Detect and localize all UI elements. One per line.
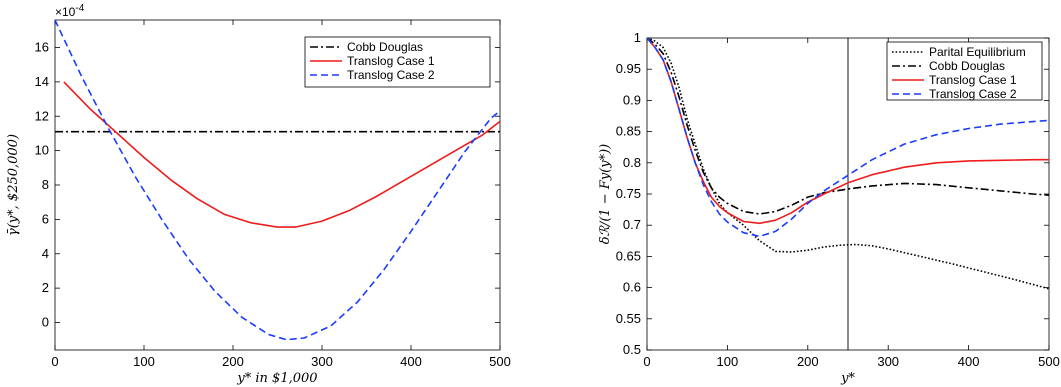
y-tick-label: 0.7 — [623, 217, 641, 232]
series-line-parital-equilibrium — [647, 38, 1049, 290]
y-tick-label: 0.5 — [623, 342, 641, 357]
x-axis-label: y* in $1,000 — [236, 371, 317, 386]
y-tick-label: 14 — [35, 74, 49, 89]
y-tick-label: 10 — [35, 143, 49, 158]
x-tick-label: 0 — [643, 354, 650, 369]
legend-label: Translog Case 1 — [929, 73, 1017, 87]
chart-2: 0 100 200 300 400 500 0.5 0.55 0.6 0.65 0.7 0.75 0.8… — [598, 30, 1060, 386]
y-tick-label: 0.75 — [616, 186, 641, 201]
y-tick-label: 0.85 — [616, 124, 641, 139]
x-tick-label: 200 — [797, 354, 819, 369]
legend-label: Cobb Douglas — [347, 40, 423, 54]
x-tick-label: 500 — [1038, 354, 1060, 369]
x-tick-label: 200 — [222, 354, 244, 369]
y-tick-label: 8 — [42, 177, 49, 192]
x-tick-label: 0 — [51, 354, 58, 369]
y-tick-label: 1 — [634, 30, 641, 45]
series-line-translog-case-1 — [63, 81, 500, 228]
series-line-translog-case-2 — [55, 20, 500, 341]
y-tick-label: 0 — [42, 315, 49, 330]
y-tick-label: 0.95 — [616, 61, 641, 76]
x-tick-label: 400 — [400, 354, 422, 369]
y-tick-label: 0.65 — [616, 248, 641, 263]
x-tick-label: 500 — [489, 354, 511, 369]
y-tick-label: 12 — [35, 108, 49, 123]
y-exponent: ×10-4 — [55, 3, 85, 19]
y-axis-label: γ̄(y*, $250,000) — [6, 134, 21, 236]
legend-box — [304, 36, 491, 88]
x-axis-label: y* — [840, 371, 855, 386]
x-tick-label: 300 — [877, 354, 899, 369]
series-line-translog-case-2 — [647, 38, 1049, 238]
y-tick-label: 0.9 — [623, 92, 641, 107]
legend-label: Parital Equilibrium — [929, 45, 1026, 59]
x-tick-label: 100 — [717, 354, 739, 369]
chart-1: 0 100 200 300 400 500 0 2 4 6 8 10 12 14 16 ×10-4 y* in … — [6, 3, 511, 386]
y-tick-label: 2 — [42, 280, 49, 295]
y-tick-label: 0.6 — [623, 280, 641, 295]
legend-label: Translog Case 2 — [929, 87, 1017, 101]
series-group — [55, 20, 500, 341]
x-tick-label: 400 — [958, 354, 980, 369]
y-tick-label: 4 — [42, 246, 49, 261]
y-axis-label: δℛ/(1 − Fy(y*)) — [598, 144, 613, 245]
y-tick-label: 16 — [35, 40, 49, 55]
y-tick-label: 0.55 — [616, 311, 641, 326]
legend-label: Translog Case 1 — [347, 54, 435, 68]
legend-box — [886, 41, 1043, 101]
series-line-cobb-douglas — [647, 38, 1049, 215]
x-tick-label: 100 — [133, 354, 155, 369]
x-tick-label: 300 — [311, 354, 333, 369]
y-tick-label: 6 — [42, 211, 49, 226]
y-tick-label: 0.8 — [623, 155, 641, 170]
series-group — [647, 38, 1049, 290]
legend-label: Translog Case 2 — [347, 68, 435, 82]
legend-label: Cobb Douglas — [929, 59, 1005, 73]
